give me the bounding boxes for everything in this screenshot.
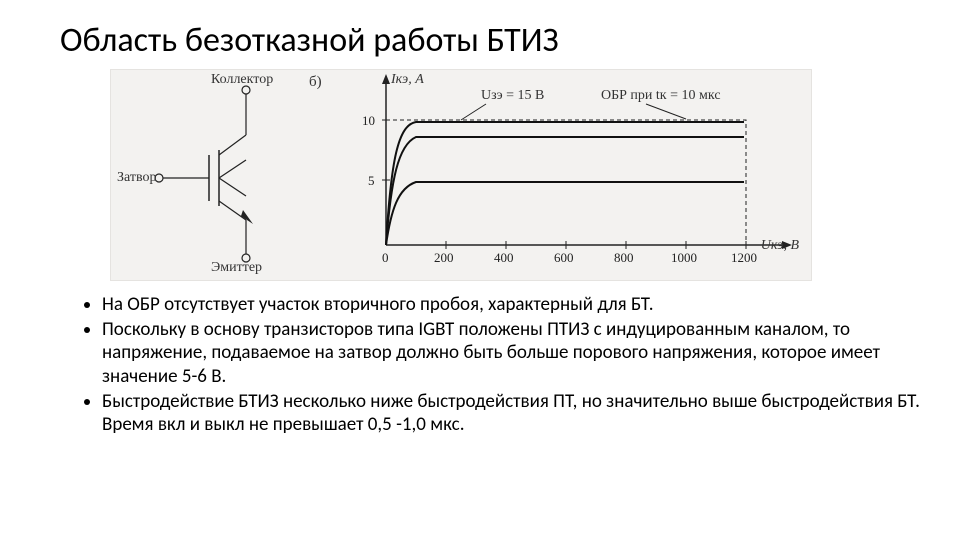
bullet-list: На ОБР отсутствует участок вторичного пр… <box>60 293 920 436</box>
label-b: б) <box>309 74 322 91</box>
figure-container: Коллектор Затвор Эмиттер б) 5 10 0 200 4… <box>110 69 812 281</box>
y-axis-label: Iкэ, А <box>391 72 424 88</box>
curve-mid <box>386 137 744 245</box>
ytick-5: 5 <box>368 173 375 188</box>
svg-text:600: 600 <box>554 250 574 265</box>
label-collector: Коллектор <box>211 72 273 88</box>
label-gate: Затвор <box>117 170 157 186</box>
label-emitter: Эмиттер <box>211 260 262 276</box>
svg-text:200: 200 <box>434 250 454 265</box>
curve-top <box>386 122 744 245</box>
svg-text:1200: 1200 <box>731 250 757 265</box>
iv-chart: 5 10 0 200 400 600 800 1000 1200 <box>346 70 806 280</box>
slide: Область безотказной работы БТИЗ <box>0 0 960 458</box>
svg-text:400: 400 <box>494 250 514 265</box>
svg-text:800: 800 <box>614 250 634 265</box>
page-title: Область безотказной работы БТИЗ <box>60 20 920 61</box>
ytick-10: 10 <box>362 113 375 128</box>
annotation-obr: ОБР при tк = 10 мкс <box>601 88 721 104</box>
svg-text:1000: 1000 <box>671 250 697 265</box>
svg-text:0: 0 <box>382 250 389 265</box>
list-item: На ОБР отсутствует участок вторичного пр… <box>102 293 920 316</box>
x-axis-label: Uкэ, В <box>761 238 799 254</box>
list-item: Быстродействие БТИЗ несколько ниже быстр… <box>102 390 920 436</box>
curve-bot <box>386 182 744 245</box>
list-item: Поскольку в основу транзисторов типа IGB… <box>102 318 920 388</box>
annotation-uze: Uзэ = 15 В <box>481 88 544 104</box>
